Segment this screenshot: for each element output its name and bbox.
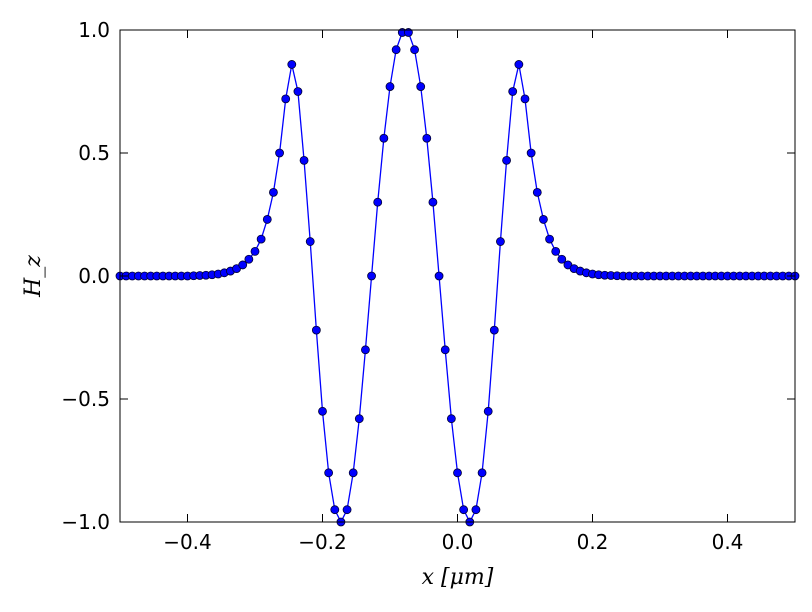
plot-area bbox=[115, 28, 800, 527]
y-axis-label: H_z bbox=[21, 255, 46, 298]
data-point bbox=[287, 60, 297, 69]
data-point bbox=[391, 45, 401, 55]
x-tick-label: 0.2 bbox=[577, 530, 609, 554]
y-tick-label: −1.0 bbox=[61, 510, 110, 534]
data-point bbox=[305, 237, 315, 246]
series-layer bbox=[115, 28, 800, 527]
data-point bbox=[385, 82, 395, 91]
data-point bbox=[244, 254, 254, 264]
y-tick-label: 0.0 bbox=[78, 264, 110, 288]
data-point bbox=[428, 197, 438, 207]
data-point bbox=[526, 148, 536, 158]
data-point bbox=[330, 505, 340, 515]
y-tick-label: −0.5 bbox=[61, 387, 110, 411]
data-point bbox=[348, 468, 358, 478]
x-axis-label: x [μm] bbox=[422, 565, 494, 590]
y-tick-label: 0.5 bbox=[78, 141, 110, 165]
x-tick-label: −0.2 bbox=[298, 530, 347, 554]
data-point bbox=[453, 468, 462, 478]
data-point bbox=[373, 197, 383, 207]
x-tick-label: −0.4 bbox=[163, 530, 212, 554]
x-tick-label: 0.4 bbox=[712, 530, 744, 554]
data-point bbox=[342, 505, 352, 515]
data-point bbox=[422, 133, 432, 143]
data-point bbox=[281, 94, 291, 104]
data-point bbox=[293, 87, 303, 96]
data-point bbox=[520, 94, 530, 104]
y-axis-ticks: −1.0 −0.5 0.0 0.5 1.0 bbox=[61, 18, 795, 534]
data-point bbox=[311, 325, 321, 335]
data-point bbox=[262, 215, 272, 224]
data-point bbox=[416, 82, 426, 91]
data-point bbox=[269, 187, 278, 197]
data-point bbox=[361, 345, 370, 355]
data-point bbox=[496, 237, 505, 246]
data-point bbox=[551, 246, 561, 256]
data-point bbox=[367, 271, 376, 281]
data-point bbox=[459, 505, 469, 515]
data-point bbox=[545, 234, 554, 244]
data-point bbox=[275, 148, 284, 158]
data-point bbox=[502, 155, 511, 165]
data-point bbox=[489, 325, 499, 335]
data-point bbox=[471, 505, 481, 515]
data-point bbox=[379, 133, 389, 143]
data-point bbox=[324, 468, 334, 478]
data-point bbox=[354, 414, 364, 424]
y-tick-label: 1.0 bbox=[78, 18, 110, 42]
data-point bbox=[256, 234, 266, 244]
data-point bbox=[318, 406, 327, 416]
data-point bbox=[238, 260, 248, 270]
data-point bbox=[299, 155, 309, 165]
x-axis-ticks: −0.4 −0.2 0.0 0.2 0.4 bbox=[163, 30, 743, 554]
data-point bbox=[532, 187, 542, 197]
data-point bbox=[539, 215, 548, 224]
data-point bbox=[250, 246, 260, 256]
data-point bbox=[477, 468, 487, 478]
data-point bbox=[514, 60, 524, 69]
data-point bbox=[557, 254, 567, 264]
data-point bbox=[446, 414, 456, 424]
data-point bbox=[440, 345, 450, 355]
data-point bbox=[483, 406, 493, 416]
data-point bbox=[410, 45, 419, 55]
data-point bbox=[434, 271, 444, 281]
x-tick-label: 0.0 bbox=[442, 530, 474, 554]
data-point bbox=[508, 87, 518, 96]
